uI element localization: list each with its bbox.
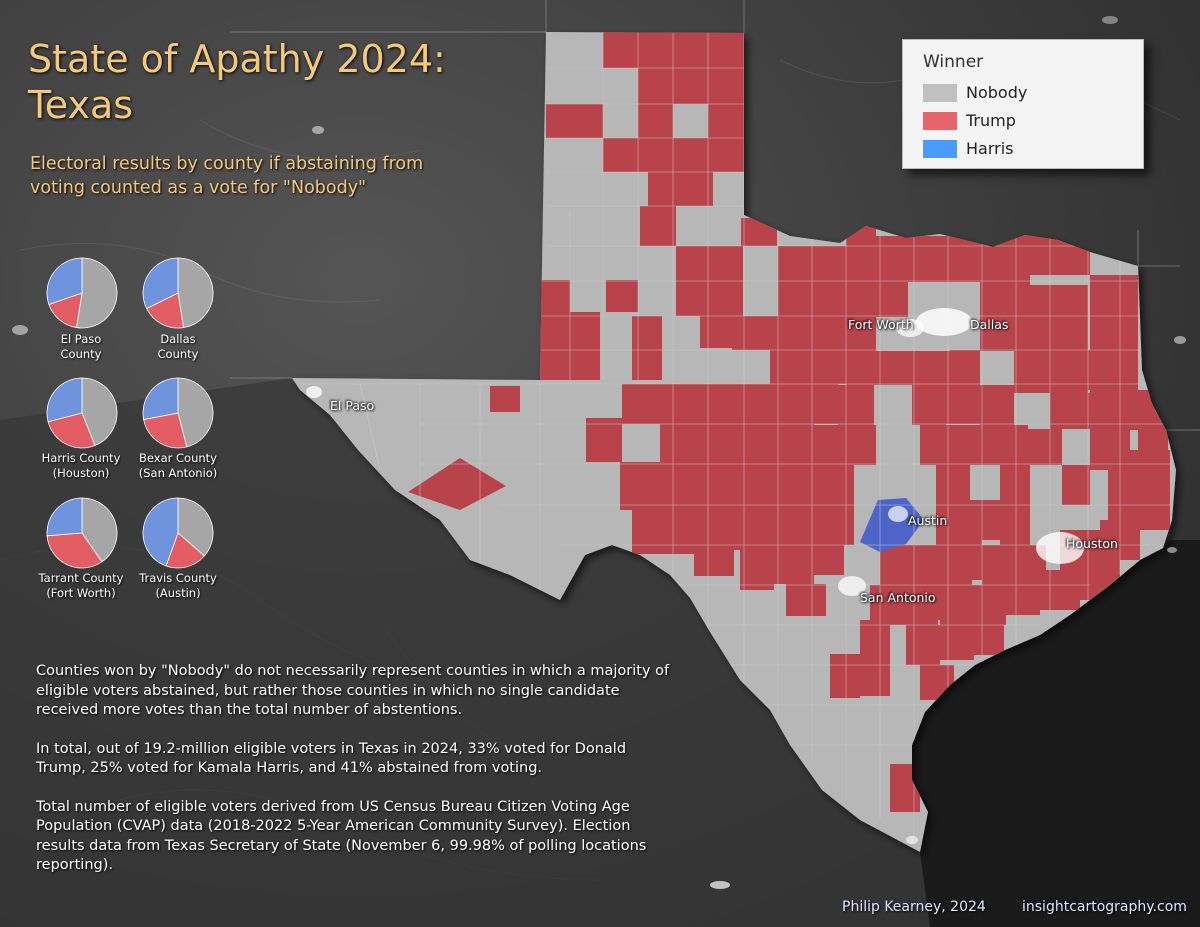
- urban-lights: [12, 16, 1186, 889]
- city-label-el-paso: El Paso: [330, 398, 375, 413]
- pie-label-travis: Travis County (Austin): [123, 571, 233, 601]
- pie-slice-harris-harris: [46, 377, 83, 423]
- pie-label-line: Bexar County: [139, 451, 217, 465]
- pie-slice-bexar-harris: [142, 377, 179, 421]
- legend-title: Winner: [923, 52, 984, 72]
- pie-charts: [46, 73, 1117, 569]
- note-paragraph: In total, out of 19.2-million eligible v…: [36, 740, 627, 777]
- city-label-austin: Austin: [908, 513, 948, 528]
- state-borders: [230, 0, 1200, 431]
- pie-label-el-paso: El Paso County: [26, 332, 136, 362]
- note-paragraph: Total number of eligible voters derived …: [36, 798, 647, 874]
- notes: Counties won by "Nobody" do not necessar…: [36, 662, 676, 895]
- credit-site: insightcartography.com: [1022, 899, 1187, 915]
- legend-swatch-nobody: [923, 84, 957, 102]
- pie-label-bexar: Bexar County (San Antonio): [123, 451, 233, 481]
- title-line-1: State of Apathy 2024:: [28, 37, 446, 81]
- pie-slice-dallas-nobody: [177, 257, 214, 329]
- pie-slice-el-paso-harris: [46, 257, 83, 305]
- pie-slice-el-paso-nobody: [76, 257, 118, 329]
- note-paragraph: Counties won by "Nobody" do not necessar…: [36, 663, 670, 718]
- pie-slice-dallas-harris: [142, 257, 179, 310]
- subtitle: Electoral results by county if abstainin…: [30, 154, 424, 198]
- page-title: State of Apathy 2024: Texas: [28, 36, 446, 128]
- city-label-houston: Houston: [1066, 536, 1118, 551]
- legend-box: Winner Nobody Trump Harris: [902, 39, 1144, 169]
- legend-label-trump: Trump: [966, 111, 1016, 130]
- pie-slice-tarrant-harris: [46, 497, 83, 537]
- pie-label-line: Tarrant County: [38, 571, 124, 585]
- pie-label-line: (San Antonio): [138, 466, 218, 480]
- pie-label-line: Travis County: [139, 571, 217, 585]
- pie-label-line: (Austin): [155, 586, 201, 600]
- pie-label-line: (Fort Worth): [46, 586, 116, 600]
- pie-label-line: (Houston): [52, 466, 110, 480]
- legend-swatch-harris: [923, 140, 957, 158]
- city-label-fort-worth: Fort Worth: [848, 317, 914, 332]
- pie-slice-harris-trump: [47, 412, 96, 449]
- city-label-san-antonio: San Antonio: [860, 590, 936, 605]
- pie-label-line: County: [60, 347, 102, 361]
- pie-slice-bexar-nobody: [177, 377, 214, 448]
- city-label-dallas: Dallas: [970, 317, 1009, 332]
- pie-label-line: County: [157, 347, 199, 361]
- gulf-of-mexico: [912, 540, 1200, 927]
- pie-label-harris: Harris County (Houston): [26, 451, 136, 481]
- pie-label-line: Dallas: [160, 332, 196, 346]
- pie-label-line: El Paso: [60, 332, 102, 346]
- legend-label-harris: Harris: [966, 139, 1014, 158]
- pie-slice-travis-harris: [142, 497, 179, 567]
- pie-label-dallas: Dallas County: [123, 332, 233, 362]
- pie-slice-dallas-trump: [146, 292, 184, 329]
- pie-slice-tarrant-nobody: [81, 497, 118, 563]
- pie-label-tarrant: Tarrant County (Fort Worth): [26, 571, 136, 601]
- county-layer: [408, 32, 1170, 812]
- legend-swatch-trump: [923, 112, 957, 130]
- pie-slice-harris-nobody: [81, 377, 118, 447]
- credit-author: Philip Kearney, 2024: [842, 899, 986, 915]
- mexico-region: [0, 378, 930, 927]
- pie-slice-tarrant-trump: [46, 532, 103, 569]
- pie-label-line: Harris County: [41, 451, 121, 465]
- legend-label-nobody: Nobody: [966, 83, 1028, 102]
- pie-slice-bexar-trump: [143, 412, 188, 449]
- pie-slice-travis-nobody: [177, 497, 214, 557]
- pie-slice-travis-trump: [165, 532, 206, 569]
- title-line-2: Texas: [28, 83, 134, 127]
- county-borders: [300, 32, 1170, 840]
